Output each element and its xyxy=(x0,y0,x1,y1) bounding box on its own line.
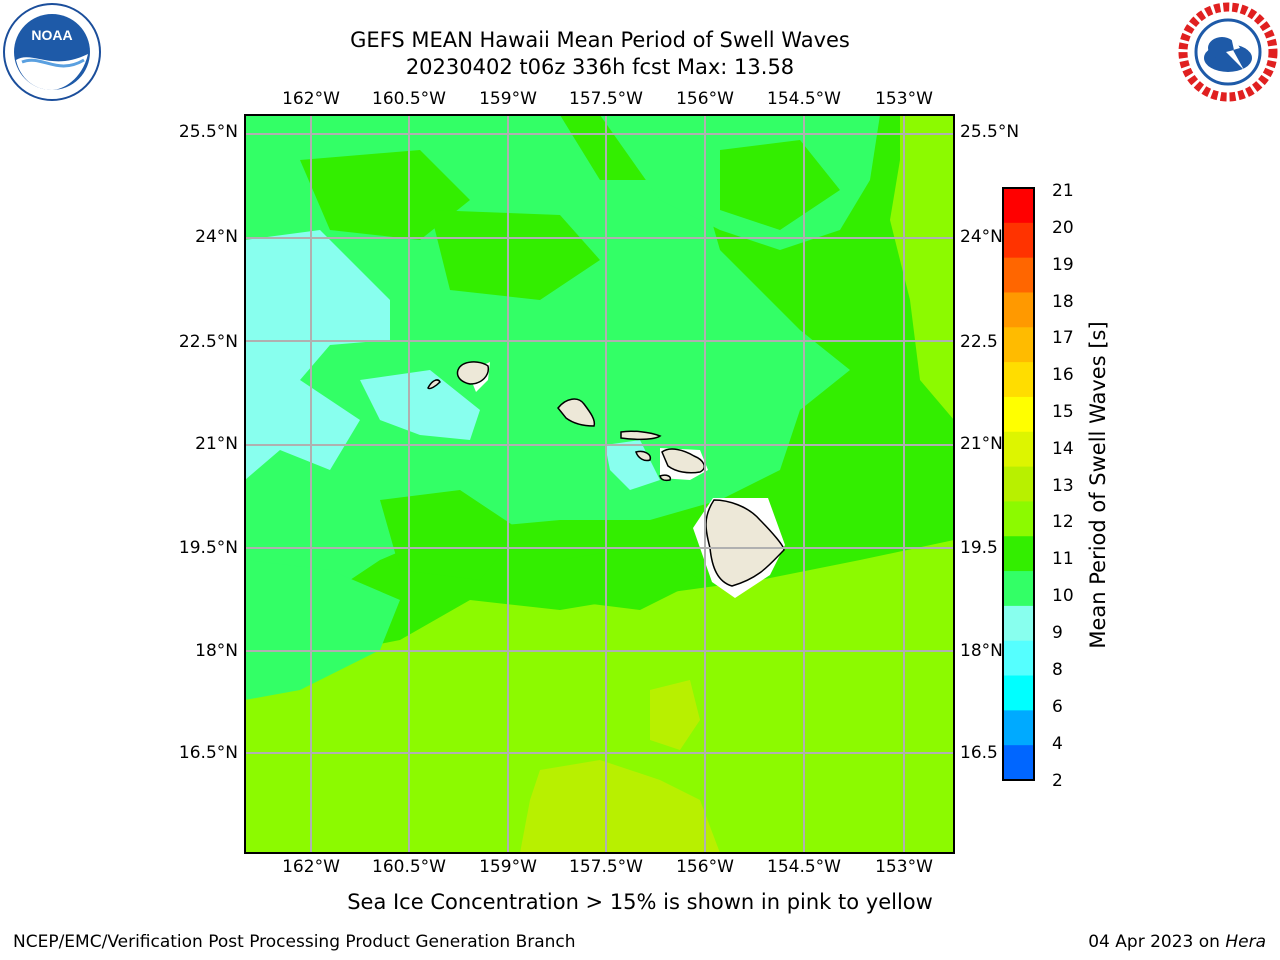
colorbar-segment xyxy=(1003,431,1034,468)
colorbar-segment xyxy=(1003,396,1034,433)
colorbar-segment xyxy=(1003,501,1034,537)
colorbar-tick: 14 xyxy=(1052,439,1074,459)
lat-label-right: 24°N xyxy=(960,227,1003,247)
colorbar-segment xyxy=(1003,466,1034,502)
colorbar-tick: 15 xyxy=(1052,402,1074,422)
colorbar-segment xyxy=(1003,327,1034,363)
lon-label-top: 157.5°W xyxy=(569,89,643,109)
colorbar-tick: 17 xyxy=(1052,328,1074,348)
colorbar-segment xyxy=(1003,571,1034,607)
lon-label-bottom: 162°W xyxy=(282,857,340,877)
sea-ice-note: Sea Ice Concentration > 15% is shown in … xyxy=(347,890,933,914)
map-title: GEFS MEAN Hawaii Mean Period of Swell Wa… xyxy=(350,28,850,52)
molokai-island xyxy=(620,430,662,441)
footer-date-text: 04 Apr 2023 on xyxy=(1088,932,1226,952)
colorbar-tick: 18 xyxy=(1052,292,1074,312)
noaa-logo-text: NOAA xyxy=(31,27,72,43)
lat-label-left: 24°N xyxy=(195,227,238,247)
lon-label-bottom: 153°W xyxy=(875,857,933,877)
lon-label-top: 159°W xyxy=(479,89,537,109)
colorbar-tick: 13 xyxy=(1052,476,1074,496)
kauai-island xyxy=(456,361,490,385)
lat-label-left: 19.5°N xyxy=(178,538,238,558)
colorbar-segment xyxy=(1003,222,1034,259)
map-frame xyxy=(244,114,955,854)
footer-host: Hera xyxy=(1225,932,1266,952)
colorbar-segment xyxy=(1003,640,1034,677)
lat-label-left: 22.5°N xyxy=(178,332,238,352)
lon-label-bottom: 154.5°W xyxy=(767,857,841,877)
lat-label-right: 22.5 xyxy=(960,332,998,352)
colorbar-segment xyxy=(1003,292,1034,328)
colorbar-segment xyxy=(1003,675,1034,711)
lon-label-top: 160.5°W xyxy=(372,89,446,109)
oahu-island xyxy=(557,398,596,427)
contour-field xyxy=(245,115,954,853)
lat-label-left: 25.5°N xyxy=(178,122,238,142)
colorbar-tick: 10 xyxy=(1052,586,1074,606)
big-island xyxy=(705,499,785,587)
colorbar-tick: 6 xyxy=(1052,697,1063,717)
lat-label-right: 18°N xyxy=(960,641,1003,661)
lat-label-left: 16.5°N xyxy=(178,743,238,763)
colorbar-tick: 11 xyxy=(1052,549,1074,569)
colorbar-label: Mean Period of Swell Waves [s] xyxy=(1086,321,1110,649)
colorbar-segment xyxy=(1003,362,1034,398)
map-grid xyxy=(245,115,954,853)
lon-label-top: 162°W xyxy=(282,89,340,109)
lon-label-top: 154.5°W xyxy=(767,89,841,109)
colorbar-frame xyxy=(1002,187,1035,781)
lat-label-right: 21°N xyxy=(960,434,1003,454)
lon-label-bottom: 160.5°W xyxy=(372,857,446,877)
nws-logo xyxy=(1178,2,1278,102)
footer-date: 04 Apr 2023 on Hera xyxy=(1088,932,1266,952)
colorbar-segment xyxy=(1003,536,1034,572)
colorbar-tick: 19 xyxy=(1052,255,1074,275)
colorbar-segment xyxy=(1003,257,1034,293)
noaa-logo: NOAA xyxy=(3,3,101,101)
colorbar-segment xyxy=(1003,188,1034,224)
lat-label-right: 16.5 xyxy=(960,743,998,763)
kahoolawe-island xyxy=(659,474,672,482)
lon-label-bottom: 156°W xyxy=(676,857,734,877)
colorbar-segment xyxy=(1003,605,1034,642)
colorbar-tick: 9 xyxy=(1052,623,1063,643)
niihau-island xyxy=(427,379,441,390)
footer-credit: NCEP/EMC/Verification Post Processing Pr… xyxy=(13,932,576,952)
lat-label-left: 21°N xyxy=(195,434,238,454)
colorbar-tick: 2 xyxy=(1052,771,1063,791)
colorbar-tick: 21 xyxy=(1052,181,1074,201)
colorbar-tick: 8 xyxy=(1052,660,1063,680)
lon-label-bottom: 157.5°W xyxy=(569,857,643,877)
map-subtitle: 20230402 t06z 336h fcst Max: 13.58 xyxy=(405,55,795,79)
colorbar-tick: 12 xyxy=(1052,512,1074,532)
lat-label-left: 18°N xyxy=(195,641,238,661)
lat-label-right: 19.5 xyxy=(960,538,998,558)
colorbar-tick: 4 xyxy=(1052,734,1063,754)
colorbar-segment xyxy=(1003,710,1034,746)
lat-label-right: 25.5°N xyxy=(960,122,1020,142)
colorbar-tick: 20 xyxy=(1052,218,1074,238)
lon-label-bottom: 159°W xyxy=(479,857,537,877)
colorbar-segment xyxy=(1003,745,1034,781)
lon-label-top: 153°W xyxy=(875,89,933,109)
colorbar-tick: 16 xyxy=(1052,365,1074,385)
colorbar xyxy=(1003,188,1034,781)
lon-label-top: 156°W xyxy=(676,89,734,109)
lanai-island xyxy=(635,450,652,462)
